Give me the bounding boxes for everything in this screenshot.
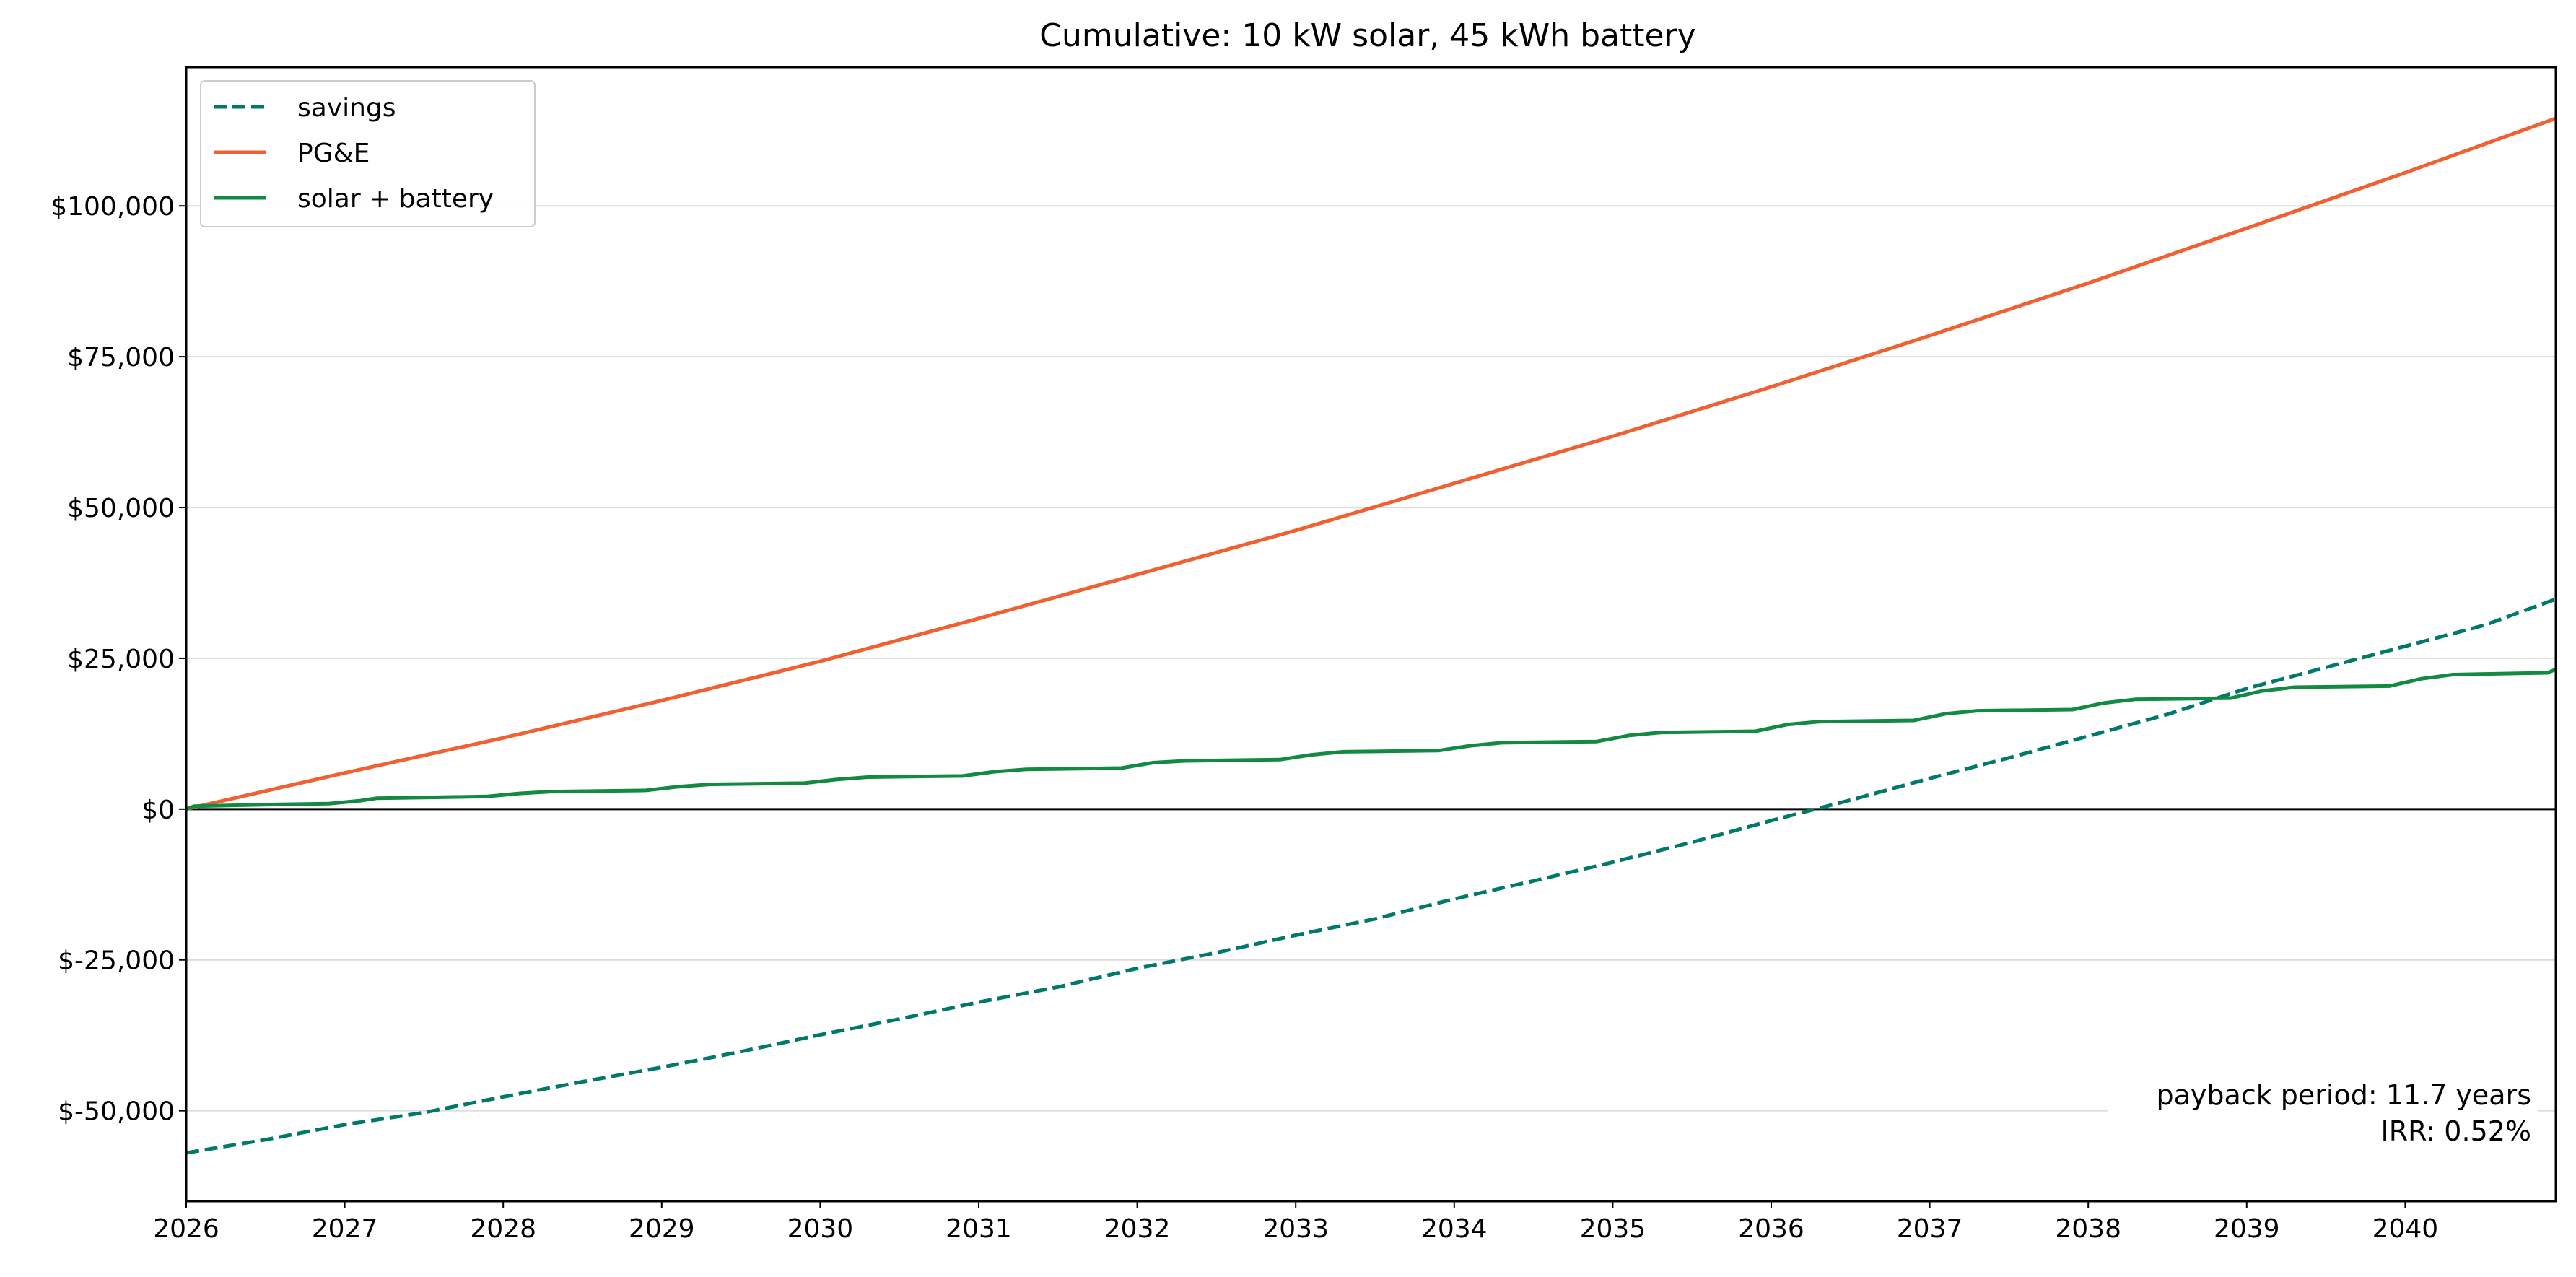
legend-label: solar + battery	[297, 184, 494, 214]
x-tick-label: 2037	[1897, 1214, 1963, 1244]
x-tick-label: 2036	[1738, 1214, 1804, 1244]
x-tick-label: 2032	[1104, 1214, 1171, 1244]
legend-box	[200, 80, 536, 227]
annotation-background	[2108, 1067, 2538, 1152]
x-tick-label: 2038	[2055, 1214, 2121, 1244]
series-line-solar-battery	[185, 667, 2557, 811]
y-axis: $-50,000 $-25,000 $0 $25,000 $50,000 $75,000 $…	[51, 192, 186, 1127]
x-tick-label: 2026	[153, 1214, 219, 1244]
legend: savings PG&E solar + battery	[200, 80, 536, 227]
irr-text: IRR: 0.52%	[2381, 1115, 2531, 1147]
x-axis: 2026 2027 2028 2029 2030 2031 2032 2033 2034 2035…	[153, 1201, 2438, 1244]
x-tick-label: 2034	[1421, 1214, 1488, 1244]
x-tick-label: 2039	[2214, 1214, 2280, 1244]
y-tick-label: $100,000	[51, 192, 175, 222]
x-tick-label: 2030	[787, 1214, 854, 1244]
payback-annotation: payback period: 11.7 years IRR: 0.52%	[2108, 1067, 2538, 1152]
chart-title: Cumulative: 10 kW solar, 45 kWh battery	[1039, 17, 1695, 54]
payback-period-text: payback period: 11.7 years	[2157, 1079, 2531, 1111]
y-tick-label: $25,000	[67, 645, 175, 674]
x-tick-label: 2031	[946, 1214, 1012, 1244]
series-lines	[185, 116, 2557, 1155]
x-tick-label: 2033	[1262, 1214, 1329, 1244]
y-tick-label: $0	[141, 796, 175, 825]
y-tick-label: $75,000	[67, 343, 175, 372]
legend-label: savings	[297, 93, 396, 123]
y-tick-label: $-50,000	[58, 1097, 175, 1127]
series-line-savings	[185, 597, 2557, 1155]
y-tick-label: $-25,000	[58, 946, 175, 976]
series-line-pg-e	[185, 116, 2557, 811]
x-tick-label: 2035	[1580, 1214, 1646, 1244]
x-tick-label: 2028	[470, 1214, 536, 1244]
legend-label: PG&E	[297, 139, 370, 168]
x-tick-label: 2040	[2372, 1214, 2439, 1244]
y-tick-label: $50,000	[67, 494, 175, 523]
plot-frame	[185, 66, 2557, 1203]
x-tick-label: 2029	[629, 1214, 695, 1244]
x-tick-label: 2027	[312, 1214, 378, 1244]
